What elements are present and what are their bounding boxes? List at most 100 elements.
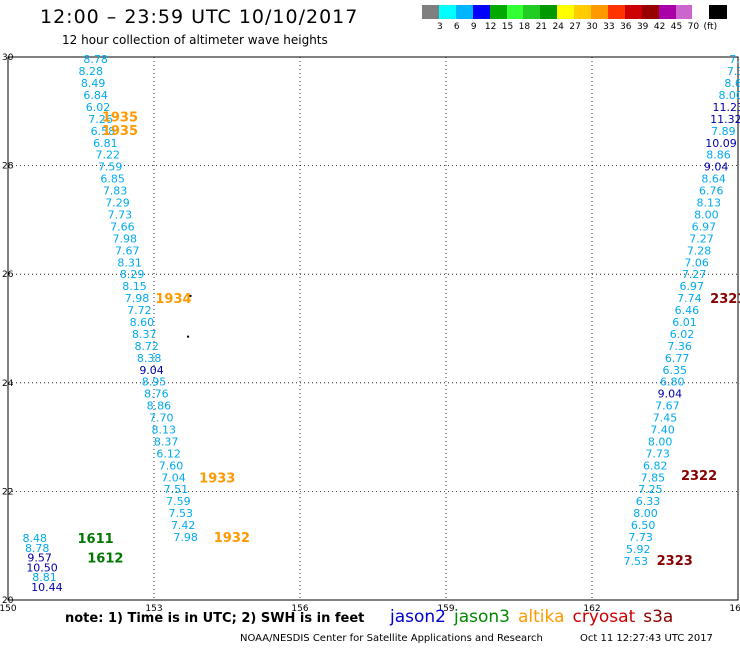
wave-height-label: 7.85 bbox=[641, 471, 666, 484]
wave-height-label: 7.83 bbox=[103, 185, 128, 198]
colorbar-swatch bbox=[540, 5, 558, 19]
wave-height-label: 7.26 bbox=[88, 113, 113, 126]
wave-height-label: 7.67 bbox=[655, 400, 680, 413]
wave-height-label: 7.73 bbox=[628, 531, 653, 544]
x-tick-label: 156 bbox=[291, 604, 308, 614]
wave-height-label: 6.77 bbox=[665, 352, 690, 365]
colorbar-swatch bbox=[506, 5, 524, 19]
wave-height-label: 6.50 bbox=[631, 519, 656, 532]
y-tick-label: 28 bbox=[2, 162, 14, 172]
x-tick-label: 159 bbox=[437, 604, 454, 614]
pass-time-label: 2323 bbox=[657, 554, 693, 569]
colorbar-swatch bbox=[658, 5, 676, 19]
wave-height-label: 7.73 bbox=[645, 447, 670, 460]
wave-height-label: 6.01 bbox=[672, 316, 697, 329]
wave-height-label: 10.50 bbox=[26, 561, 58, 574]
wave-height-label: 6.81 bbox=[93, 137, 118, 150]
wave-height-label: 7.1 bbox=[729, 53, 740, 66]
wave-height-label: 11.23 bbox=[713, 101, 740, 114]
wave-height-label: 8.78 bbox=[25, 542, 50, 555]
colorbar-tick-label: 70 bbox=[687, 22, 700, 32]
wave-height-label: 7.98 bbox=[125, 292, 150, 305]
colorbar-swatch bbox=[607, 5, 626, 19]
satellite-name: s3a bbox=[643, 607, 674, 627]
wave-height-label: 6.02 bbox=[86, 101, 111, 114]
x-tick-label: 153 bbox=[145, 604, 162, 614]
point-marker bbox=[189, 294, 192, 297]
colorbar-swatch bbox=[422, 5, 440, 19]
wave-height-label: 7.67 bbox=[115, 244, 140, 257]
wave-height-label: 8.86 bbox=[706, 149, 731, 162]
wave-height-label: 8.86 bbox=[147, 400, 172, 413]
pass-time-label: 1935 bbox=[102, 111, 138, 126]
wave-height-label: 8.00 bbox=[633, 507, 658, 520]
wave-height-label: 6.80 bbox=[660, 376, 685, 389]
wave-height-label: 7.74 bbox=[677, 292, 702, 305]
wave-height-label: 8.6 bbox=[724, 77, 740, 90]
wave-height-label: 6.85 bbox=[100, 173, 125, 186]
colorbar-tick-label: 45 bbox=[670, 22, 683, 32]
colorbar-tick-label: 36 bbox=[620, 22, 632, 32]
colorbar-tick-label: 9 bbox=[470, 22, 477, 32]
wave-height-label: 8.81 bbox=[32, 571, 57, 584]
wave-height-label: 6.97 bbox=[680, 280, 705, 293]
wave-height-label: 7.98 bbox=[173, 531, 198, 544]
satellite-name: altika bbox=[518, 607, 565, 627]
colorbar-tick-label: 42 bbox=[653, 22, 666, 32]
wave-height-label: 8.95 bbox=[142, 376, 167, 389]
wave-height-label: 9.04 bbox=[658, 388, 683, 401]
wave-height-label: 8.29 bbox=[120, 268, 145, 281]
wave-height-label: 7.25 bbox=[638, 483, 663, 496]
wave-height-label: 7.59 bbox=[98, 161, 123, 174]
colorbar-tick-label: 6 bbox=[453, 22, 460, 32]
colorbar-tick-label: 24 bbox=[552, 22, 564, 32]
wave-height-label: 7.72 bbox=[127, 304, 152, 317]
colorbar-swatch bbox=[557, 5, 575, 19]
wave-height-label: 9.04 bbox=[139, 364, 164, 377]
colorbar-tick-label: 18 bbox=[518, 22, 531, 32]
wave-height-label: 6.76 bbox=[699, 185, 724, 198]
colorbar-tick-label: 33 bbox=[603, 22, 615, 32]
wave-height-label: 7.04 bbox=[161, 471, 186, 484]
wave-height-label: 9.57 bbox=[27, 552, 52, 565]
wave-height-label: 7.27 bbox=[689, 232, 714, 245]
colorbar-swatch bbox=[472, 5, 491, 19]
colorbar-swatch bbox=[709, 5, 727, 19]
wave-height-label: 8.49 bbox=[81, 77, 106, 90]
wave-height-label: 8.00 bbox=[648, 435, 673, 448]
pass-time-label: 1933 bbox=[199, 471, 235, 486]
y-tick-label: 22 bbox=[2, 487, 13, 497]
wave-height-label: 7.29 bbox=[105, 197, 130, 210]
colorbar-tick-label: (ft) bbox=[703, 22, 718, 32]
wave-height-label: 6.97 bbox=[692, 220, 717, 233]
colorbar-swatch bbox=[438, 5, 457, 19]
colorbar-swatch bbox=[692, 5, 710, 19]
colorbar-tick-label: 15 bbox=[501, 22, 514, 32]
wave-height-label: 8.13 bbox=[151, 423, 176, 436]
wave-height-label: 7.60 bbox=[159, 459, 184, 472]
wave-height-label: 6.33 bbox=[636, 495, 661, 508]
footer-timestamp: Oct 11 12:27:43 UTC 2017 bbox=[580, 633, 713, 644]
wave-height-label: 8.37 bbox=[132, 328, 157, 341]
wave-height-label: 6.58 bbox=[91, 125, 116, 138]
wave-height-label: 7.51 bbox=[164, 483, 189, 496]
wave-height-label: 7.40 bbox=[650, 423, 675, 436]
wave-height-label: 8.31 bbox=[117, 256, 142, 269]
wave-height-label: 7.22 bbox=[96, 149, 121, 162]
wave-height-label: 7.89 bbox=[711, 125, 736, 138]
wave-height-label: 7.53 bbox=[169, 507, 194, 520]
wave-height-label: 6.84 bbox=[83, 89, 108, 102]
pass-time-label: 1612 bbox=[87, 552, 123, 567]
y-tick-label: 20 bbox=[2, 596, 14, 606]
chart-title: 12:00 – 23:59 UTC 10/10/2017 bbox=[40, 6, 359, 28]
colorbar-tick-label: 3 bbox=[437, 22, 443, 32]
wave-height-label: 8.76 bbox=[144, 388, 169, 401]
pass-time-label: 1935 bbox=[102, 124, 138, 139]
x-tick-label: 165 bbox=[729, 604, 740, 614]
colorbar-swatch bbox=[675, 5, 693, 19]
colorbar-swatch bbox=[489, 5, 507, 19]
wave-height-label: 11.32 bbox=[710, 113, 740, 126]
colorbar-tick-label: 27 bbox=[569, 22, 581, 32]
wave-height-label: 5.92 bbox=[626, 543, 651, 556]
